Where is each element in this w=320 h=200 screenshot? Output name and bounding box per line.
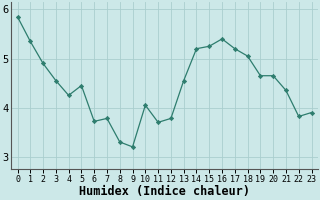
X-axis label: Humidex (Indice chaleur): Humidex (Indice chaleur) [79,185,250,198]
